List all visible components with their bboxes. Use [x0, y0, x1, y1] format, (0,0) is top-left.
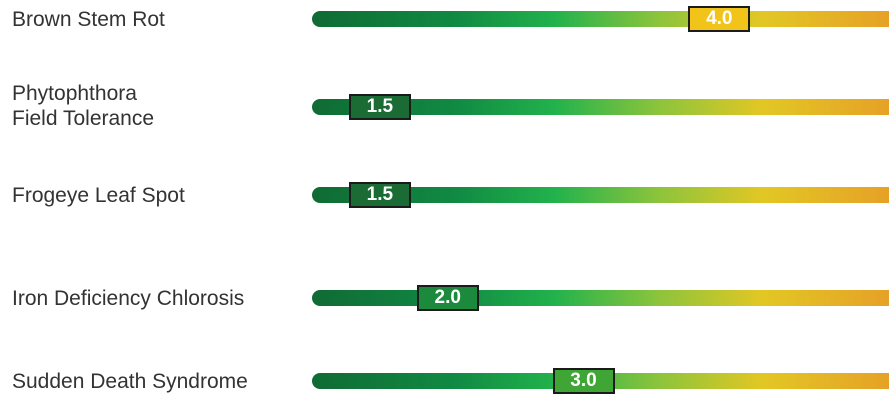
rating-value-badge: 1.5: [348, 94, 411, 120]
rating-scale-bar: [312, 11, 889, 27]
row-label: Phytophthora Field Tolerance: [12, 82, 155, 130]
row-label: Frogeye Leaf Spot: [12, 183, 185, 207]
row-label: Brown Stem Rot: [12, 7, 165, 31]
row-label: Iron Deficiency Chlorosis: [12, 286, 245, 310]
rating-value-badge: 2.0: [416, 285, 479, 311]
rating-scale-bar: [312, 99, 889, 115]
rating-scale-bar: [312, 187, 889, 203]
row-label: Sudden Death Syndrome: [12, 369, 248, 393]
rating-value-badge: 1.5: [348, 182, 411, 208]
rating-value-badge: 4.0: [688, 6, 751, 32]
rating-value-badge: 3.0: [552, 368, 615, 394]
rating-scale-bar: [312, 290, 889, 306]
